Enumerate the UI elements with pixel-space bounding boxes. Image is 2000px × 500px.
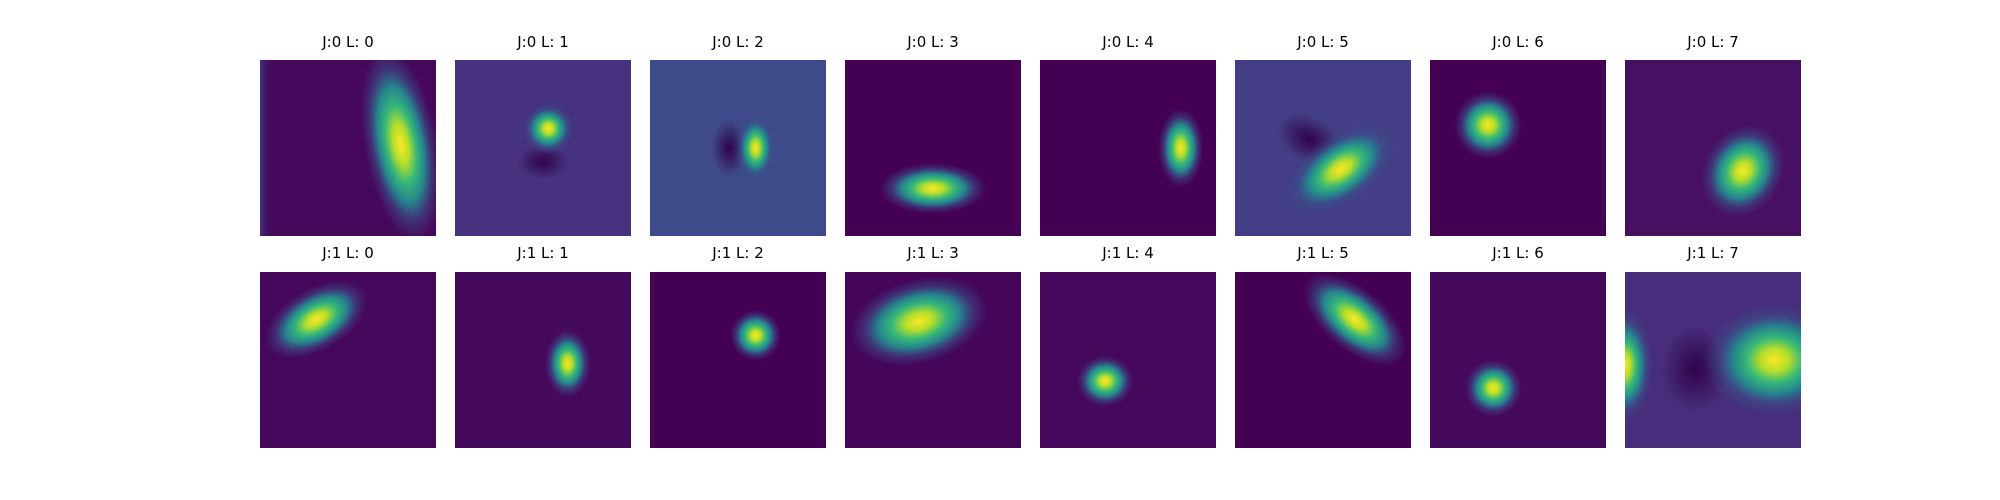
panel-title: J:1 L: 0 [321,244,374,262]
panel: J:0 L: 2 [650,33,826,236]
bright-blob [522,103,574,154]
bright-blob [850,276,988,366]
panel-title: J:0 L: 4 [1101,33,1154,51]
bright-blob [1303,273,1407,366]
panel: J:0 L: 3 [845,33,1021,236]
bright-blob [1158,108,1204,188]
dark-spot [712,119,747,177]
panel-title: J:0 L: 1 [516,33,569,51]
bright-blob [1701,124,1785,217]
panel-title: J:1 L: 1 [516,244,569,262]
bright-blob [735,114,776,182]
panel-title: J:0 L: 0 [321,33,374,51]
panel-image [260,272,436,448]
panel: J:1 L: 5 [1235,244,1411,448]
panel: J:1 L: 4 [1040,244,1216,448]
panel-title: J:1 L: 6 [1491,244,1544,262]
panel: J:1 L: 3 [845,244,1021,448]
panel-image [1040,272,1216,448]
panel-image [845,60,1021,236]
bright-blob [730,310,781,361]
panel-image [455,60,631,236]
panel-image [1625,272,1801,448]
panel-title: J:0 L: 5 [1296,33,1349,51]
bright-blob [1625,308,1654,422]
panel-title: J:1 L: 7 [1686,244,1739,262]
dark-spot [517,145,569,179]
panel: J:0 L: 5 [1235,33,1411,236]
panel-title: J:1 L: 5 [1296,244,1349,262]
panel-image [455,272,631,448]
panel: J:1 L: 7 [1625,244,1801,448]
panel-image [1235,60,1411,236]
panel-title: J:0 L: 6 [1491,33,1544,51]
panel-image [845,272,1021,448]
panel: J:0 L: 7 [1625,33,1801,236]
image-background [1040,272,1216,448]
bright-blob [1286,124,1395,215]
panel-title: J:0 L: 7 [1686,33,1739,51]
panel-image [1040,60,1216,236]
bright-blob [265,280,368,359]
panel: J:1 L: 1 [455,244,631,448]
image-background [650,272,826,448]
panel: J:0 L: 1 [455,33,631,236]
bright-blob [1465,360,1522,417]
bright-blob [545,329,591,398]
panel-image [1430,272,1606,448]
panel-title: J:1 L: 3 [906,244,959,262]
panel-image [1625,60,1801,236]
panel-image [650,60,826,236]
image-background [455,272,631,448]
bright-blob [360,60,436,236]
bright-blob [1704,303,1801,417]
panel: J:1 L: 2 [650,244,826,448]
bright-blob [879,163,987,214]
bright-blob [1454,91,1522,159]
panel-title: J:0 L: 3 [906,33,959,51]
panel-image [260,60,436,236]
panel: J:1 L: 6 [1430,244,1606,448]
panel: J:0 L: 6 [1430,33,1606,236]
panel: J:1 L: 0 [260,244,436,448]
image-background [1430,272,1606,448]
panel-title: J:1 L: 4 [1101,244,1154,262]
panel-title: J:1 L: 2 [711,244,764,262]
panel-image [1235,272,1411,448]
panel-image [650,272,826,448]
panel-title: J:0 L: 2 [711,33,764,51]
image-background [1430,60,1606,236]
panel: J:0 L: 4 [1040,33,1216,236]
panel-image [1430,60,1606,236]
panel: J:0 L: 0 [260,33,436,236]
bright-blob [1076,355,1134,407]
